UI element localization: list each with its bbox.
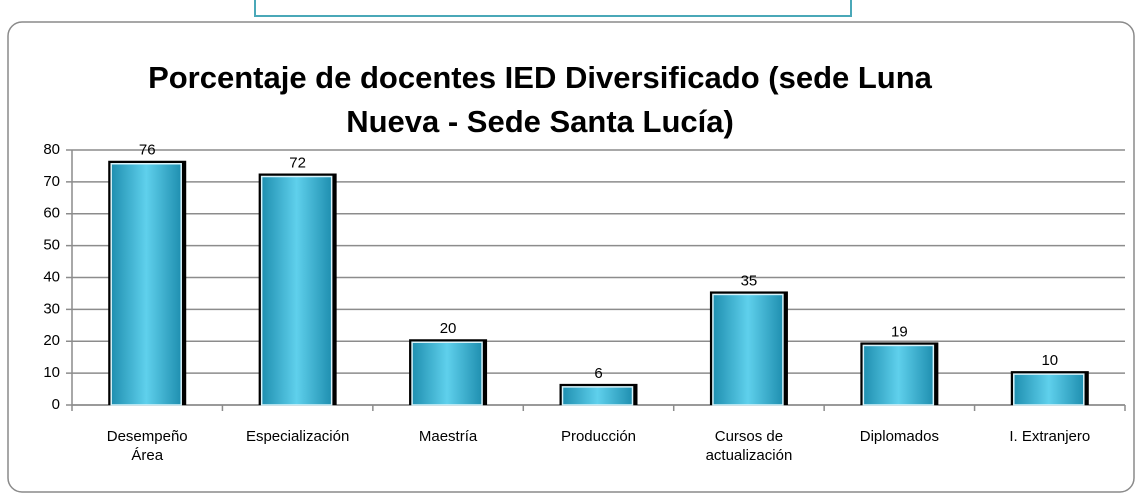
data-label: 20 — [440, 320, 457, 337]
bar — [561, 386, 634, 406]
data-label: 6 — [594, 365, 602, 382]
bar — [110, 163, 182, 406]
chart-title: Porcentaje de docentes IED Diversificado… — [148, 60, 932, 139]
data-label: 35 — [741, 272, 758, 289]
x-tick-label: Desempeño Área — [106, 428, 188, 464]
x-tick-label: Cursos de actualización — [705, 428, 793, 464]
x-tick-label: Especialización — [245, 428, 350, 445]
x-tick-label: Producción — [560, 428, 637, 445]
data-label: 10 — [1041, 352, 1058, 369]
header-box — [254, 0, 852, 17]
y-tick-label: 30 — [43, 300, 60, 317]
x-tick-label: Maestría — [418, 428, 478, 445]
y-tick-label: 0 — [52, 396, 60, 413]
x-tick-label: Diplomados — [859, 428, 939, 445]
x-tick-label: I. Extranjero — [1009, 428, 1091, 445]
y-tick-label: 20 — [43, 332, 60, 349]
y-tick-label: 50 — [43, 237, 60, 254]
data-label: 72 — [289, 154, 306, 171]
y-tick-label: 10 — [43, 364, 60, 381]
y-tick-label: 80 — [43, 141, 60, 158]
bar — [862, 344, 935, 406]
y-tick-label: 60 — [43, 205, 60, 222]
bar — [411, 341, 483, 406]
y-tick-label: 70 — [43, 173, 60, 190]
data-label: 19 — [891, 323, 908, 340]
bar — [1013, 373, 1085, 406]
bar — [260, 175, 333, 406]
data-label: 76 — [139, 142, 156, 159]
y-tick-label: 40 — [43, 268, 60, 285]
bar — [712, 293, 784, 406]
